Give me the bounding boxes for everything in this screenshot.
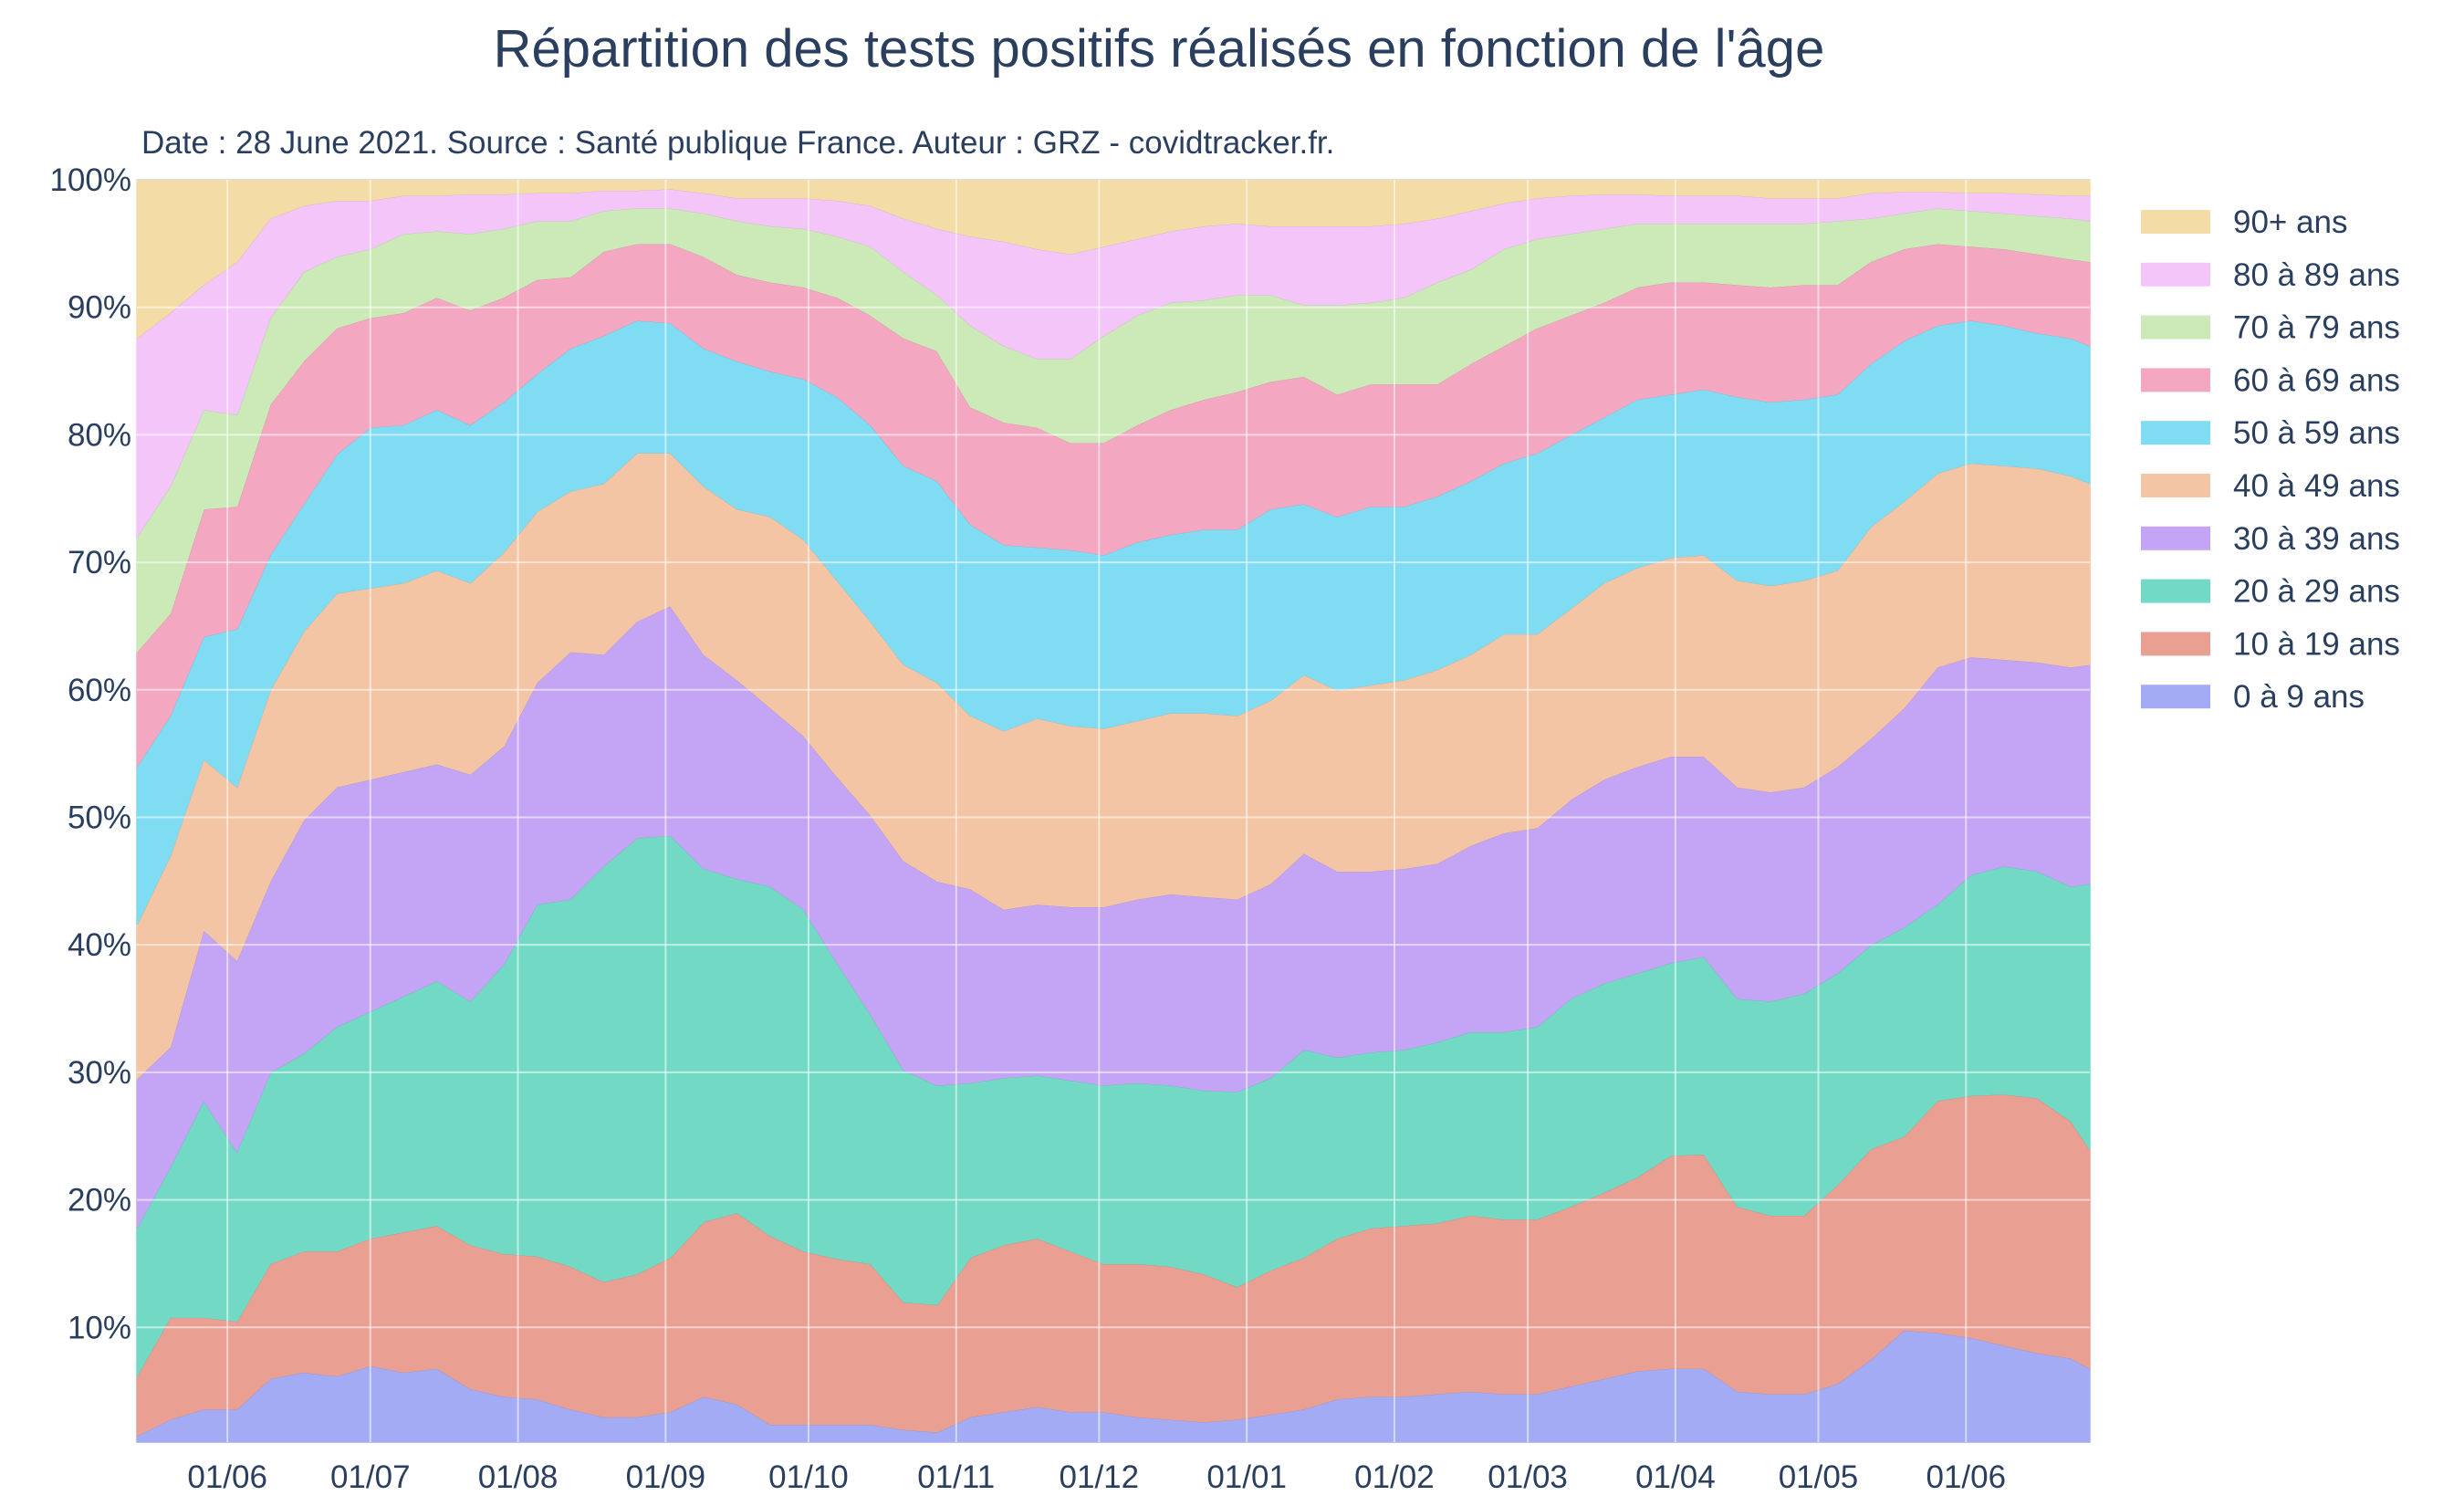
x-tick-label-2: 01/08 <box>478 1459 559 1495</box>
legend-item-7[interactable]: 20 à 29 ans <box>2141 574 2400 610</box>
legend-item-8[interactable]: 10 à 19 ans <box>2141 626 2400 662</box>
y-axis: 10% 20% 30% 40% 50% 60% 70% 80% 90% 100% <box>49 162 131 1345</box>
legend-item-3[interactable]: 60 à 69 ans <box>2141 362 2400 398</box>
legend-label: 20 à 29 ans <box>2233 574 2400 610</box>
plot-area <box>136 179 2091 1443</box>
legend-item-9[interactable]: 0 à 9 ans <box>2141 679 2365 715</box>
legend-swatch <box>2141 315 2210 340</box>
x-tick-label-3: 01/09 <box>626 1459 706 1495</box>
x-tick-label-1: 01/07 <box>330 1459 411 1495</box>
legend-item-1[interactable]: 80 à 89 ans <box>2141 257 2400 293</box>
y-tick-label-4: 50% <box>68 800 131 835</box>
x-tick-label-10: 01/04 <box>1635 1459 1716 1495</box>
legend-item-5[interactable]: 40 à 49 ans <box>2141 468 2400 504</box>
y-tick-label-0: 10% <box>68 1310 131 1345</box>
y-tick-label-3: 40% <box>68 927 131 963</box>
y-tick-label-8: 90% <box>68 290 131 326</box>
y-tick-label-6: 70% <box>68 545 131 580</box>
legend[interactable]: 90+ ans 80 à 89 ans 70 à 79 ans 60 à 69 ans… <box>2141 204 2400 715</box>
legend-label: 40 à 49 ans <box>2233 468 2400 504</box>
legend-swatch <box>2141 685 2210 709</box>
legend-item-4[interactable]: 50 à 59 ans <box>2141 415 2400 451</box>
legend-swatch <box>2141 262 2210 287</box>
y-tick-label-2: 30% <box>68 1055 131 1091</box>
grid-lines <box>137 179 2090 1442</box>
legend-swatch <box>2141 632 2210 656</box>
x-tick-label-11: 01/05 <box>1779 1459 1859 1495</box>
legend-swatch <box>2141 210 2210 234</box>
legend-label: 60 à 69 ans <box>2233 362 2400 398</box>
legend-label: 10 à 19 ans <box>2233 626 2400 662</box>
x-tick-label-6: 01/12 <box>1060 1459 1140 1495</box>
legend-label: 30 à 39 ans <box>2233 521 2400 557</box>
legend-item-0[interactable]: 90+ ans <box>2141 204 2348 240</box>
x-tick-label-12: 01/06 <box>1926 1459 2006 1495</box>
legend-swatch <box>2141 368 2210 392</box>
legend-label: 90+ ans <box>2233 204 2348 240</box>
legend-swatch <box>2141 526 2210 550</box>
y-tick-label-5: 60% <box>68 673 131 708</box>
y-tick-label-7: 80% <box>68 417 131 453</box>
legend-label: 70 à 79 ans <box>2233 310 2400 346</box>
x-tick-label-0: 01/06 <box>187 1459 267 1495</box>
legend-label: 0 à 9 ans <box>2233 679 2365 715</box>
x-axis: 01/06 01/07 01/08 01/09 01/10 01/11 01/12 01/01… <box>187 1459 2006 1495</box>
x-tick-label-5: 01/11 <box>917 1459 995 1495</box>
legend-item-6[interactable]: 30 à 39 ans <box>2141 521 2400 557</box>
legend-swatch <box>2141 474 2210 497</box>
chart-title: Répartition des tests positifs réalisés … <box>494 19 1825 78</box>
legend-label: 80 à 89 ans <box>2233 257 2400 293</box>
x-tick-label-7: 01/01 <box>1206 1459 1287 1495</box>
y-tick-label-1: 20% <box>68 1183 131 1218</box>
y-tick-label-9: 100% <box>49 162 131 198</box>
legend-item-2[interactable]: 70 à 79 ans <box>2141 310 2400 346</box>
legend-swatch <box>2141 579 2210 603</box>
x-tick-label-4: 01/10 <box>768 1459 849 1495</box>
x-tick-label-9: 01/03 <box>1488 1459 1568 1495</box>
chart-subtitle: Date : 28 June 2021. Source : Santé publ… <box>141 125 1334 161</box>
legend-swatch <box>2141 421 2210 445</box>
legend-label: 50 à 59 ans <box>2233 415 2400 451</box>
x-tick-label-8: 01/02 <box>1354 1459 1435 1495</box>
